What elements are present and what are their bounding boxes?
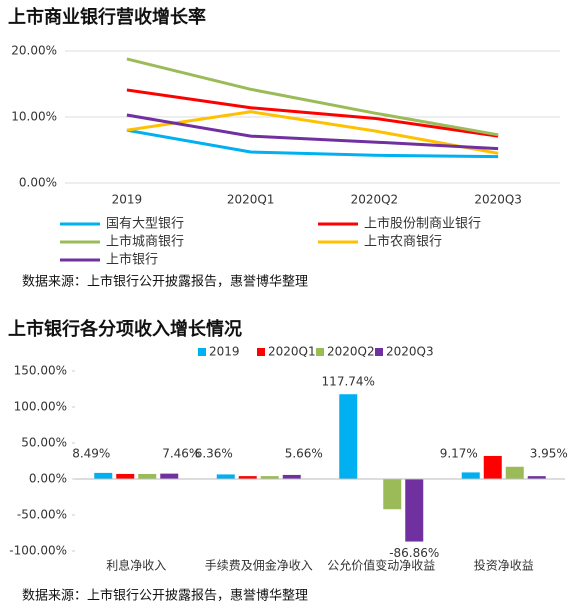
bar <box>160 473 179 479</box>
y-tick-label: 0.00% <box>29 472 67 486</box>
legend-label: 上市银行 <box>106 252 158 268</box>
legend-label: 2020Q3 <box>386 345 434 359</box>
bar <box>94 472 113 479</box>
bar <box>116 473 135 479</box>
data-label: 5.66% <box>285 447 323 461</box>
legend-label: 上市股份制商业银行 <box>364 216 481 232</box>
y-tick-label: -100.00% <box>9 544 67 558</box>
line-series <box>126 88 499 138</box>
bar <box>405 479 424 542</box>
legend-swatch <box>316 348 324 356</box>
legend-swatch <box>198 348 206 356</box>
legend-label: 上市农商银行 <box>364 234 442 250</box>
data-label: 117.74% <box>322 375 375 389</box>
y-tick-label: 10.00% <box>11 110 57 124</box>
y-tick-label: 150.00% <box>14 364 67 378</box>
line-series <box>126 110 499 155</box>
x-tick-label: 利息净收入 <box>106 558 166 573</box>
x-tick-label: 手续费及佣金净收入 <box>205 558 313 573</box>
legend-label: 国有大型银行 <box>106 217 184 232</box>
bar <box>483 455 502 479</box>
line-series <box>126 113 499 151</box>
bar <box>282 474 301 479</box>
bar <box>138 473 157 479</box>
y-tick-label: 0.00% <box>19 176 57 190</box>
data-label: 3.95% <box>530 447 568 461</box>
line-series <box>126 57 499 137</box>
bar <box>260 476 279 479</box>
bar <box>383 479 402 510</box>
x-tick-label: 投资净收益 <box>474 558 534 573</box>
line-series <box>126 128 499 159</box>
bar <box>461 472 480 479</box>
legend-swatch <box>257 348 265 356</box>
x-tick-label: 2020Q2 <box>351 193 399 207</box>
legend-swatch <box>375 348 383 356</box>
y-tick-label: -50.00% <box>17 508 67 522</box>
bar <box>216 474 235 479</box>
x-tick-label: 公允价值变动净收益 <box>327 558 435 573</box>
source-note: 数据来源：上市银行公开披露报告，惠誉博华整理 <box>22 588 308 604</box>
chart-title: 上市商业银行营收增长率 <box>8 6 206 28</box>
chart-title: 上市银行各分项收入增长情况 <box>8 318 242 340</box>
data-label: 8.49% <box>72 447 110 461</box>
x-tick-label: 2019 <box>112 193 143 207</box>
data-label: 9.17% <box>440 447 478 461</box>
legend-label: 2019 <box>209 345 240 359</box>
y-tick-label: 50.00% <box>21 436 67 450</box>
source-note: 数据来源：上市银行公开披露报告，惠誉博华整理 <box>22 274 308 290</box>
legend-label: 上市城商银行 <box>106 234 184 250</box>
bar <box>505 466 524 479</box>
y-tick-label: 20.00% <box>11 44 57 58</box>
data-label: -86.86% <box>389 546 439 560</box>
data-label: 6.36% <box>195 447 233 461</box>
bar <box>238 476 257 479</box>
legend-label: 2020Q2 <box>327 345 375 359</box>
y-tick-label: 100.00% <box>14 400 67 414</box>
bar <box>339 394 358 479</box>
legend-label: 2020Q1 <box>268 345 316 359</box>
x-tick-label: 2020Q1 <box>227 193 275 207</box>
bar <box>527 476 546 479</box>
data-label: 7.46% <box>162 447 200 461</box>
x-tick-label: 2020Q3 <box>474 193 522 207</box>
